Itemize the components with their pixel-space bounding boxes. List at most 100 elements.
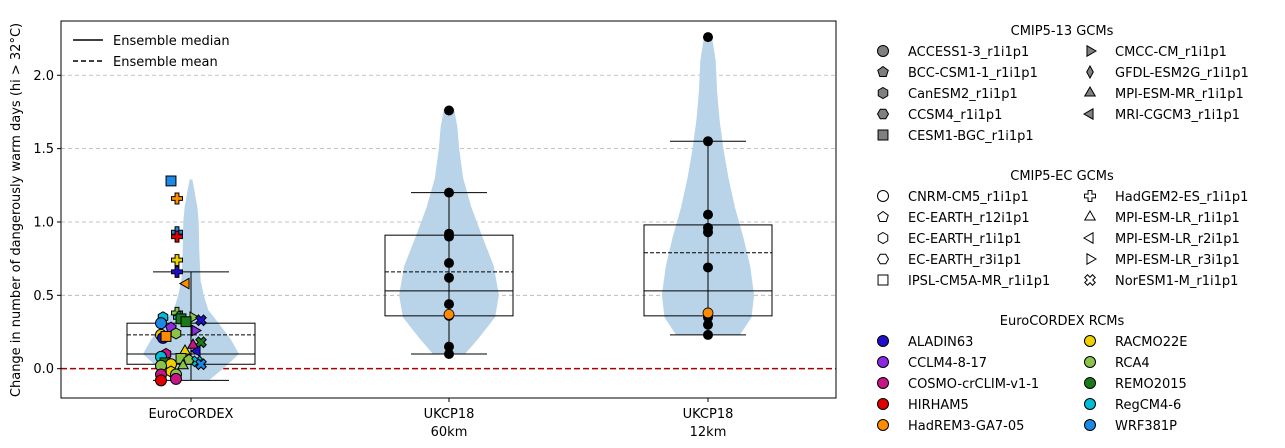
x-tick-label: UKCP18 — [683, 407, 734, 422]
data-point — [703, 262, 713, 273]
legend-entry: MPI-ESM-LR_r2i1p1 — [1115, 232, 1240, 247]
legend-marker — [876, 377, 890, 389]
legend-marker — [876, 190, 890, 202]
data-point — [195, 358, 207, 371]
legend-marker — [876, 356, 890, 368]
data-point — [703, 32, 713, 43]
legend-section-title: CMIP5-EC GCMs — [1010, 169, 1114, 184]
y-tick-label: 0.0 — [33, 362, 54, 377]
legend-marker — [1083, 377, 1097, 389]
legend-label: Ensemble median — [113, 34, 230, 49]
legend-marker — [1083, 335, 1097, 347]
legend-entry: EC-EARTH_r12i1p1 — [908, 211, 1030, 226]
legend-entry: ALADIN63 — [908, 335, 973, 350]
data-point — [171, 254, 183, 267]
x-tick-label: UKCP18 — [424, 407, 475, 422]
legend-entry: COSMO-crCLIM-v1-1 — [908, 377, 1039, 392]
legend-section-title: EuroCORDEX RCMs — [1000, 314, 1125, 329]
data-point — [444, 105, 454, 116]
data-point — [703, 319, 713, 330]
data-point — [165, 175, 177, 187]
legend-marker — [876, 45, 890, 57]
legend-entry: REMO2015 — [1115, 377, 1187, 392]
legend-entry: RACMO22E — [1115, 335, 1187, 350]
data-point — [444, 231, 454, 242]
legend-label: Ensemble mean — [113, 55, 218, 70]
legend-entry: RegCM4-6 — [1115, 398, 1181, 413]
legend-entry: CMCC-CM_r1i1p1 — [1115, 45, 1227, 60]
data-point — [444, 272, 454, 283]
data-point-highlight — [702, 307, 714, 319]
legend-marker — [1086, 64, 1094, 80]
x-tick-sublabel: 12km — [690, 425, 727, 440]
legend-marker — [877, 231, 889, 245]
y-axis-label: Change in number of dangerously warm day… — [9, 23, 24, 397]
legend-entry: HIRHAM5 — [908, 398, 969, 413]
data-point — [703, 329, 713, 340]
legend-entry: WRF381P — [1115, 419, 1177, 434]
legend-marker — [877, 210, 889, 222]
legend-marker — [1083, 419, 1097, 431]
legend-marker — [1084, 274, 1096, 286]
legend-marker — [1084, 190, 1096, 202]
data-point-highlight — [443, 308, 455, 320]
legend-marker — [1083, 398, 1097, 410]
legend-entry: ACCESS1-3_r1i1p1 — [908, 45, 1029, 60]
data-point — [154, 374, 168, 387]
data-point — [703, 209, 713, 220]
legend-entry: EC-EARTH_r1i1p1 — [908, 232, 1021, 247]
scatter-points — [154, 32, 714, 387]
data-point — [195, 314, 207, 327]
legend-entry: MPI-ESM-MR_r1i1p1 — [1115, 87, 1244, 102]
y-tick-label: 1.5 — [33, 142, 54, 157]
plot-legend: Ensemble median Ensemble mean — [73, 34, 230, 70]
legend-marker — [1083, 356, 1097, 368]
legend-marker — [876, 398, 890, 410]
legend-marker — [1086, 252, 1098, 266]
legend-marker — [877, 129, 889, 141]
legend-entry: CCLM4-8-17 — [908, 356, 987, 371]
data-point — [178, 277, 190, 290]
legend-entry: CESM1-BGC_r1i1p1 — [908, 129, 1034, 144]
legend-entry: MRI-CGCM3_r1i1p1 — [1115, 108, 1240, 123]
legend-marker — [1083, 209, 1097, 221]
data-point — [171, 192, 183, 205]
x-tick-sublabel: 60km — [431, 425, 468, 440]
data-point — [154, 317, 168, 330]
legend-marker — [1086, 44, 1098, 58]
legend-entry: CCSM4_r1i1p1 — [908, 108, 1002, 123]
legend-entry: MPI-ESM-LR_r3i1p1 — [1115, 253, 1240, 268]
legend-entry: EC-EARTH_r3i1p1 — [908, 253, 1021, 268]
data-point — [444, 258, 454, 269]
data-point — [180, 316, 192, 328]
legend-entry: BCC-CSM1-1_r1i1p1 — [908, 66, 1038, 81]
legend-marker — [876, 419, 890, 431]
legend-marker — [876, 253, 890, 265]
legend-marker — [877, 274, 889, 286]
data-point — [170, 327, 182, 340]
legend-entry: HadGEM2-ES_r1i1p1 — [1115, 190, 1248, 205]
data-point — [189, 344, 201, 358]
legend-section-title: CMIP5-13 GCMs — [1011, 24, 1114, 39]
legend-entry: NorESM1-M_r1i1p1 — [1115, 274, 1238, 289]
legend-marker — [877, 86, 889, 100]
data-point — [191, 324, 203, 337]
legend-entry: MPI-ESM-LR_r1i1p1 — [1115, 211, 1240, 226]
data-point — [186, 338, 200, 349]
legend-marker — [876, 108, 890, 120]
x-axis-ticks: EuroCORDEX UKCP18 60km UKCP18 12km — [149, 398, 734, 440]
legend-entry: CNRM-CM5_r1i1p1 — [908, 190, 1029, 205]
data-point — [444, 348, 454, 359]
model-legend: CMIP5-13 GCMs ACCESS1-3_r1i1p1 BCC-CSM1-1_… — [876, 24, 1249, 434]
data-point — [703, 227, 713, 238]
y-tick-label: 0.5 — [33, 289, 54, 304]
legend-entry: HadREM3-GA7-05 — [908, 419, 1024, 434]
data-point — [444, 187, 454, 198]
data-point — [444, 299, 454, 310]
legend-marker — [876, 335, 890, 347]
legend-entry: IPSL-CM5A-MR_r1i1p1 — [908, 274, 1050, 289]
data-point — [703, 136, 713, 147]
legend-marker — [1083, 85, 1097, 97]
y-axis-ticks: 0.0 0.5 1.0 1.5 2.0 — [33, 69, 61, 377]
